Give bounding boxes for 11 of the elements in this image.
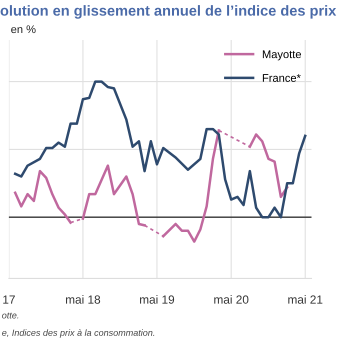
text: otte. <box>2 312 18 319</box>
x-tick-label: mai 18 <box>66 295 100 304</box>
x-tick-label: mai 21 <box>288 295 322 304</box>
x-tick-label: mai 19 <box>140 295 174 304</box>
legend-label: Mayotte <box>262 50 302 60</box>
text: e, Indices des prix à la consommation. <box>2 329 154 338</box>
chart-title: olution en glissement annuel de l’indice des prix <box>0 5 336 19</box>
chart-subtitle: en % <box>11 25 36 34</box>
x-tick-label: 17 <box>3 296 15 304</box>
legend-label: France* <box>262 74 301 82</box>
x-tick-label: mai 20 <box>214 295 248 304</box>
